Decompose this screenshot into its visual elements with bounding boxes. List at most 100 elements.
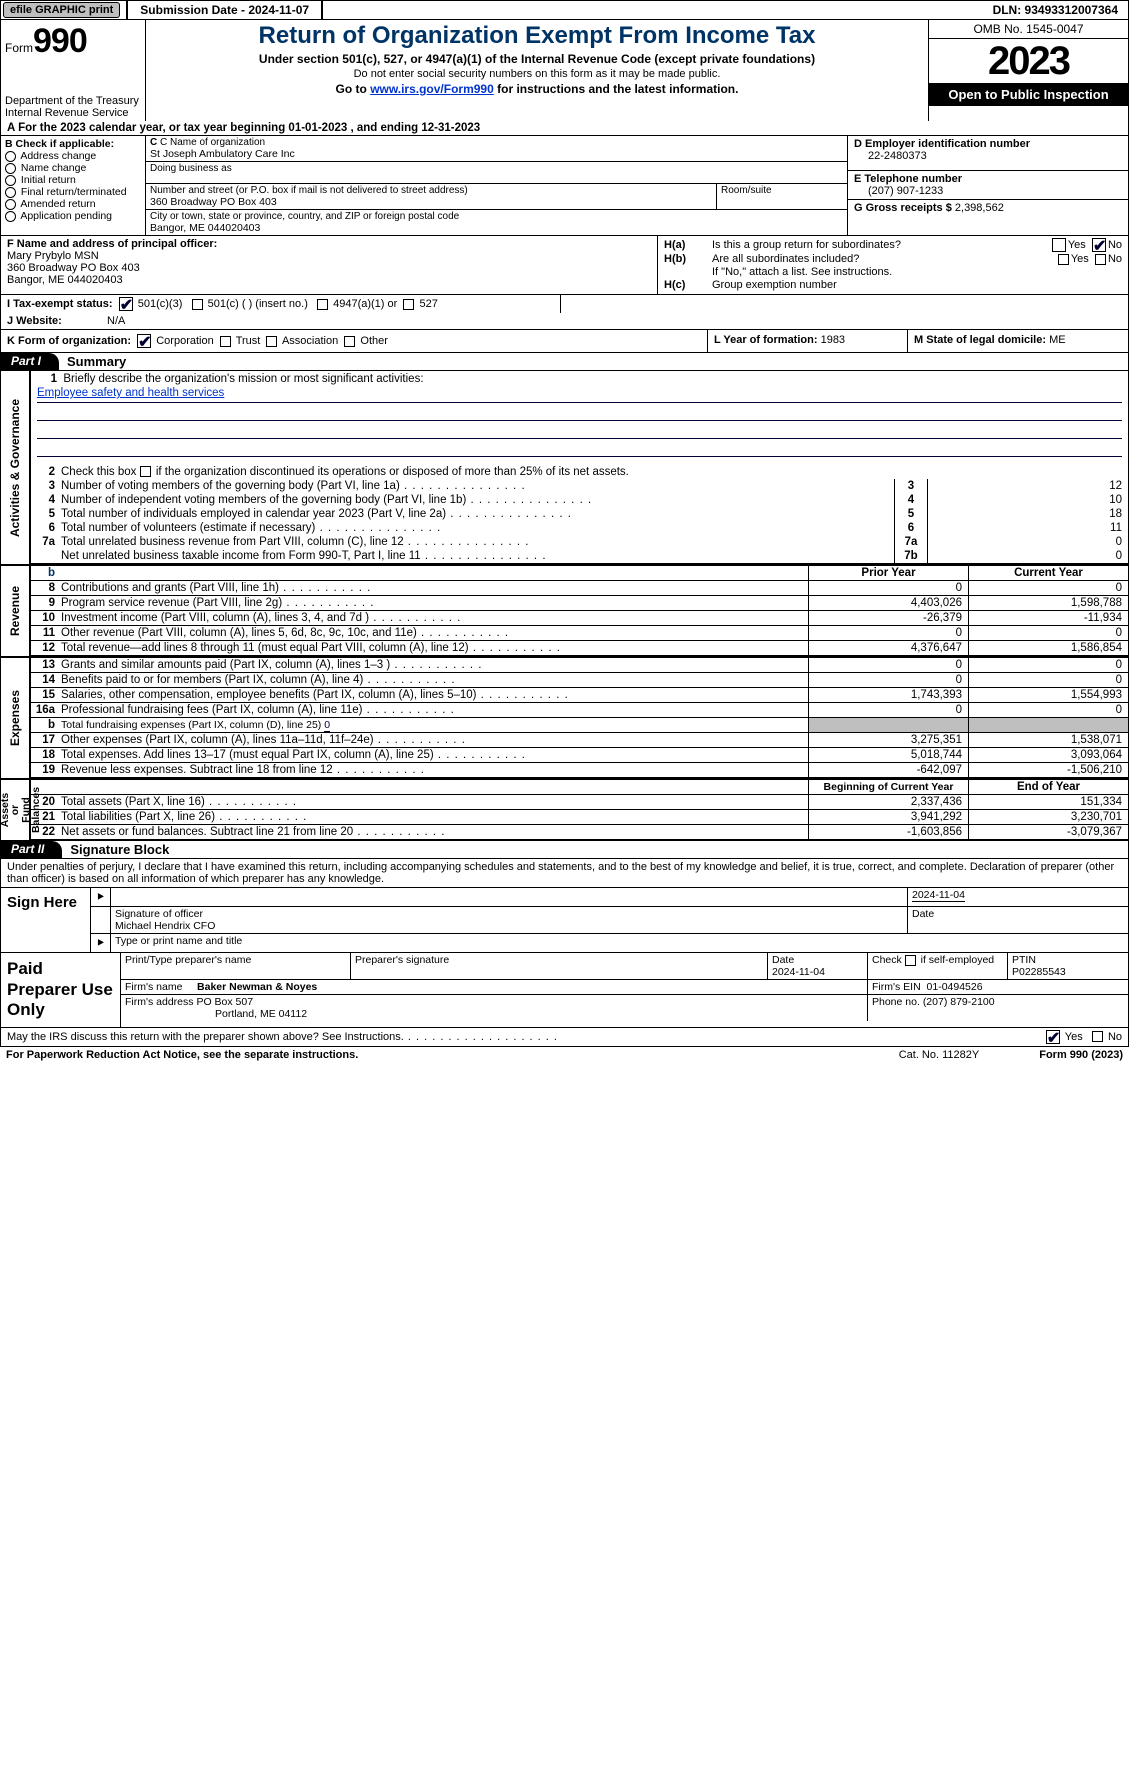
officer-name: Mary Prybylo MSN [7,250,99,262]
firm-ein: 01-0494526 [927,981,983,993]
box-c: C C Name of organization St Joseph Ambul… [146,136,848,235]
i-527[interactable] [403,299,414,310]
data-row: 10Investment income (Part VIII, column (… [31,611,1128,626]
discuss-no[interactable] [1092,1031,1103,1042]
row-klm: K Form of organization: Corporation Trus… [0,330,1129,353]
row-i: I Tax-exempt status: 501(c)(3) 501(c) ( … [0,295,1129,313]
form-subtitle-2: Do not enter social security numbers on … [152,68,922,80]
telephone: (207) 907-1233 [854,185,1122,197]
omb-number: OMB No. 1545-0047 [929,20,1128,39]
box-b: B Check if applicable: Address change Na… [1,136,146,235]
revenue-header-row: b Prior Year Current Year [31,566,1128,581]
discuss-yes[interactable] [1046,1030,1060,1044]
net-assets-header-row: Beginning of Current Year End of Year [31,780,1128,795]
row-j: J Website: N/A [0,313,1129,330]
officer-signature-name: Michael Hendrix CFO [115,920,215,932]
page-footer: For Paperwork Reduction Act Notice, see … [0,1047,1129,1063]
box-f: F Name and address of principal officer:… [1,236,658,294]
open-to-public: Open to Public Inspection [929,83,1128,106]
vtab-revenue: Revenue [8,586,22,636]
block-f-h: F Name and address of principal officer:… [0,236,1129,295]
h-b-no[interactable] [1095,254,1106,265]
line-1-mission: 1 Briefly describe the organization's mi… [31,371,1128,459]
part-1-header: Part I Summary [0,353,1129,371]
dln: DLN: 93493312007364 [993,3,1128,17]
ptin: P02285543 [1012,966,1066,978]
mission-text[interactable]: Employee safety and health services [37,387,224,399]
k-other[interactable] [344,336,355,347]
gov-row: 7aTotal unrelated business revenue from … [31,535,1128,549]
discuss-row: May the IRS discuss this return with the… [0,1028,1129,1047]
h-b-yes[interactable] [1058,254,1069,265]
i-4947[interactable] [317,299,328,310]
sign-here-block: Sign Here ‣ 2024-11-04 Signature of offi… [0,888,1129,953]
gov-row: 5Total number of individuals employed in… [31,507,1128,521]
form-number: Form990 [5,22,141,61]
data-row: 21Total liabilities (Part X, line 26)3,9… [31,810,1128,825]
entity-block: B Check if applicable: Address change Na… [0,136,1129,236]
section-revenue: Revenue b Prior Year Current Year 8Contr… [0,566,1129,658]
department: Department of the Treasury Internal Reve… [5,95,141,119]
check-final-return[interactable] [5,187,16,198]
box-de: D Employer identification number 22-2480… [848,136,1128,235]
box-h: H(a) Is this a group return for subordin… [658,236,1128,294]
form-title: Return of Organization Exempt From Incom… [152,22,922,50]
k-corporation[interactable] [137,334,151,348]
section-governance: Activities & Governance 1 Briefly descri… [0,371,1129,566]
signature-declaration: Under penalties of perjury, I declare th… [0,859,1129,888]
h-a-yes[interactable] [1052,238,1066,252]
city-state-zip: Bangor, ME 044020403 [150,222,843,234]
firm-address-1: PO Box 507 [196,996,253,1008]
data-row: 11Other revenue (Part VIII, column (A), … [31,626,1128,641]
top-bar: efile GRAPHIC print Submission Date - 20… [0,0,1129,20]
year-formation: 1983 [821,334,845,346]
vtab-net-assets: Net Assets or Fund Balances [0,787,41,833]
k-trust[interactable] [220,336,231,347]
firm-name: Baker Newman & Noyes [197,981,317,993]
data-row: 19Revenue less expenses. Subtract line 1… [31,763,1128,778]
ein: 22-2480373 [854,150,1122,162]
gross-receipts: 2,398,562 [955,202,1004,214]
tax-year: 2023 [929,39,1128,83]
data-row: 17Other expenses (Part IX, column (A), l… [31,733,1128,748]
k-association[interactable] [266,336,277,347]
cat-no: Cat. No. 11282Y [899,1049,980,1061]
irs-link[interactable]: www.irs.gov/Form990 [370,82,494,96]
form-subtitle-3: Go to www.irs.gov/Form990 for instructio… [152,82,922,96]
section-net-assets: Net Assets or Fund Balances Beginning of… [0,780,1129,841]
line-a-tax-year: A For the 2023 calendar year, or tax yea… [0,121,1129,136]
part-2-header: Part II Signature Block [0,841,1129,859]
data-row: 9Program service revenue (Part VIII, lin… [31,596,1128,611]
data-row: 13Grants and similar amounts paid (Part … [31,658,1128,673]
preparer-date: 2024-11-04 [772,966,825,978]
org-name: St Joseph Ambulatory Care Inc [150,148,843,160]
check-initial-return[interactable] [5,175,16,186]
gov-row: 4Number of independent voting members of… [31,493,1128,507]
website: N/A [107,315,125,327]
firm-address-2: Portland, ME 04112 [125,1008,863,1020]
check-address-change[interactable] [5,151,16,162]
section-expenses: Expenses 13Grants and similar amounts pa… [0,658,1129,780]
submission-date: Submission Date - 2024-11-07 [132,3,317,17]
line-2-check[interactable] [140,466,151,477]
data-row: 15Salaries, other compensation, employee… [31,688,1128,703]
sign-date-top: 2024-11-04 [912,889,965,902]
data-row: bTotal fundraising expenses (Part IX, co… [31,718,1128,733]
check-name-change[interactable] [5,163,16,174]
h-a-no[interactable] [1092,238,1106,252]
efile-print-button[interactable]: efile GRAPHIC print [3,2,120,18]
form-subtitle-1: Under section 501(c), 527, or 4947(a)(1)… [152,52,922,66]
vtab-governance: Activities & Governance [8,398,22,536]
vtab-expenses: Expenses [8,690,22,746]
check-application-pending[interactable] [5,211,16,222]
i-501c[interactable] [192,299,203,310]
self-employed-check[interactable] [905,955,916,966]
firm-phone: (207) 879-2100 [923,996,995,1008]
data-row: 12Total revenue—add lines 8 through 11 (… [31,641,1128,656]
gov-row: 3Number of voting members of the governi… [31,479,1128,493]
check-amended-return[interactable] [5,199,16,210]
data-row: 20Total assets (Part X, line 16)2,337,43… [31,795,1128,810]
i-501c3[interactable] [119,297,133,311]
data-row: 8Contributions and grants (Part VIII, li… [31,581,1128,596]
data-row: 18Total expenses. Add lines 13–17 (must … [31,748,1128,763]
